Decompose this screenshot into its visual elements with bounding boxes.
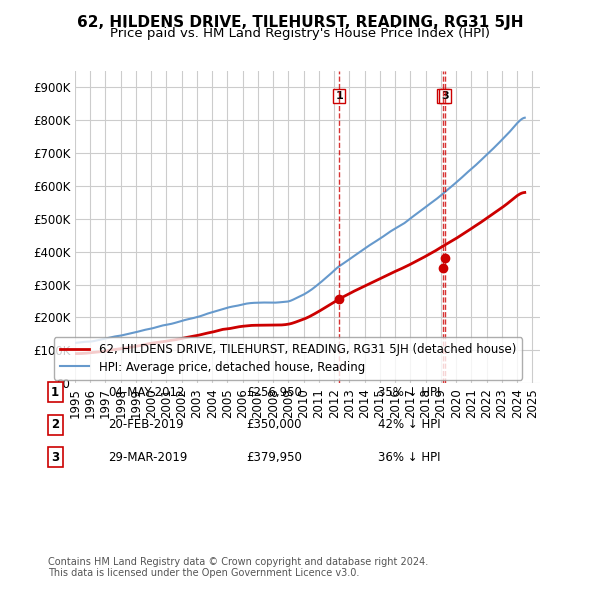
Text: Price paid vs. HM Land Registry's House Price Index (HPI): Price paid vs. HM Land Registry's House … xyxy=(110,27,490,40)
Text: 42% ↓ HPI: 42% ↓ HPI xyxy=(378,418,440,431)
Text: 20-FEB-2019: 20-FEB-2019 xyxy=(108,418,184,431)
Text: £350,000: £350,000 xyxy=(246,418,302,431)
Text: 2: 2 xyxy=(51,418,59,431)
Text: 62, HILDENS DRIVE, TILEHURST, READING, RG31 5JH: 62, HILDENS DRIVE, TILEHURST, READING, R… xyxy=(77,15,523,30)
Text: £256,950: £256,950 xyxy=(246,386,302,399)
Legend: 62, HILDENS DRIVE, TILEHURST, READING, RG31 5JH (detached house), HPI: Average p: 62, HILDENS DRIVE, TILEHURST, READING, R… xyxy=(54,337,522,380)
Text: 04-MAY-2012: 04-MAY-2012 xyxy=(108,386,185,399)
Text: 3: 3 xyxy=(441,91,449,101)
Text: 2: 2 xyxy=(439,91,447,101)
Text: 1: 1 xyxy=(51,386,59,399)
Text: 1: 1 xyxy=(335,91,343,101)
Text: £379,950: £379,950 xyxy=(246,451,302,464)
Text: 35% ↓ HPI: 35% ↓ HPI xyxy=(378,386,440,399)
Text: 29-MAR-2019: 29-MAR-2019 xyxy=(108,451,187,464)
Text: 36% ↓ HPI: 36% ↓ HPI xyxy=(378,451,440,464)
Text: Contains HM Land Registry data © Crown copyright and database right 2024.
This d: Contains HM Land Registry data © Crown c… xyxy=(48,556,428,578)
Text: 3: 3 xyxy=(51,451,59,464)
